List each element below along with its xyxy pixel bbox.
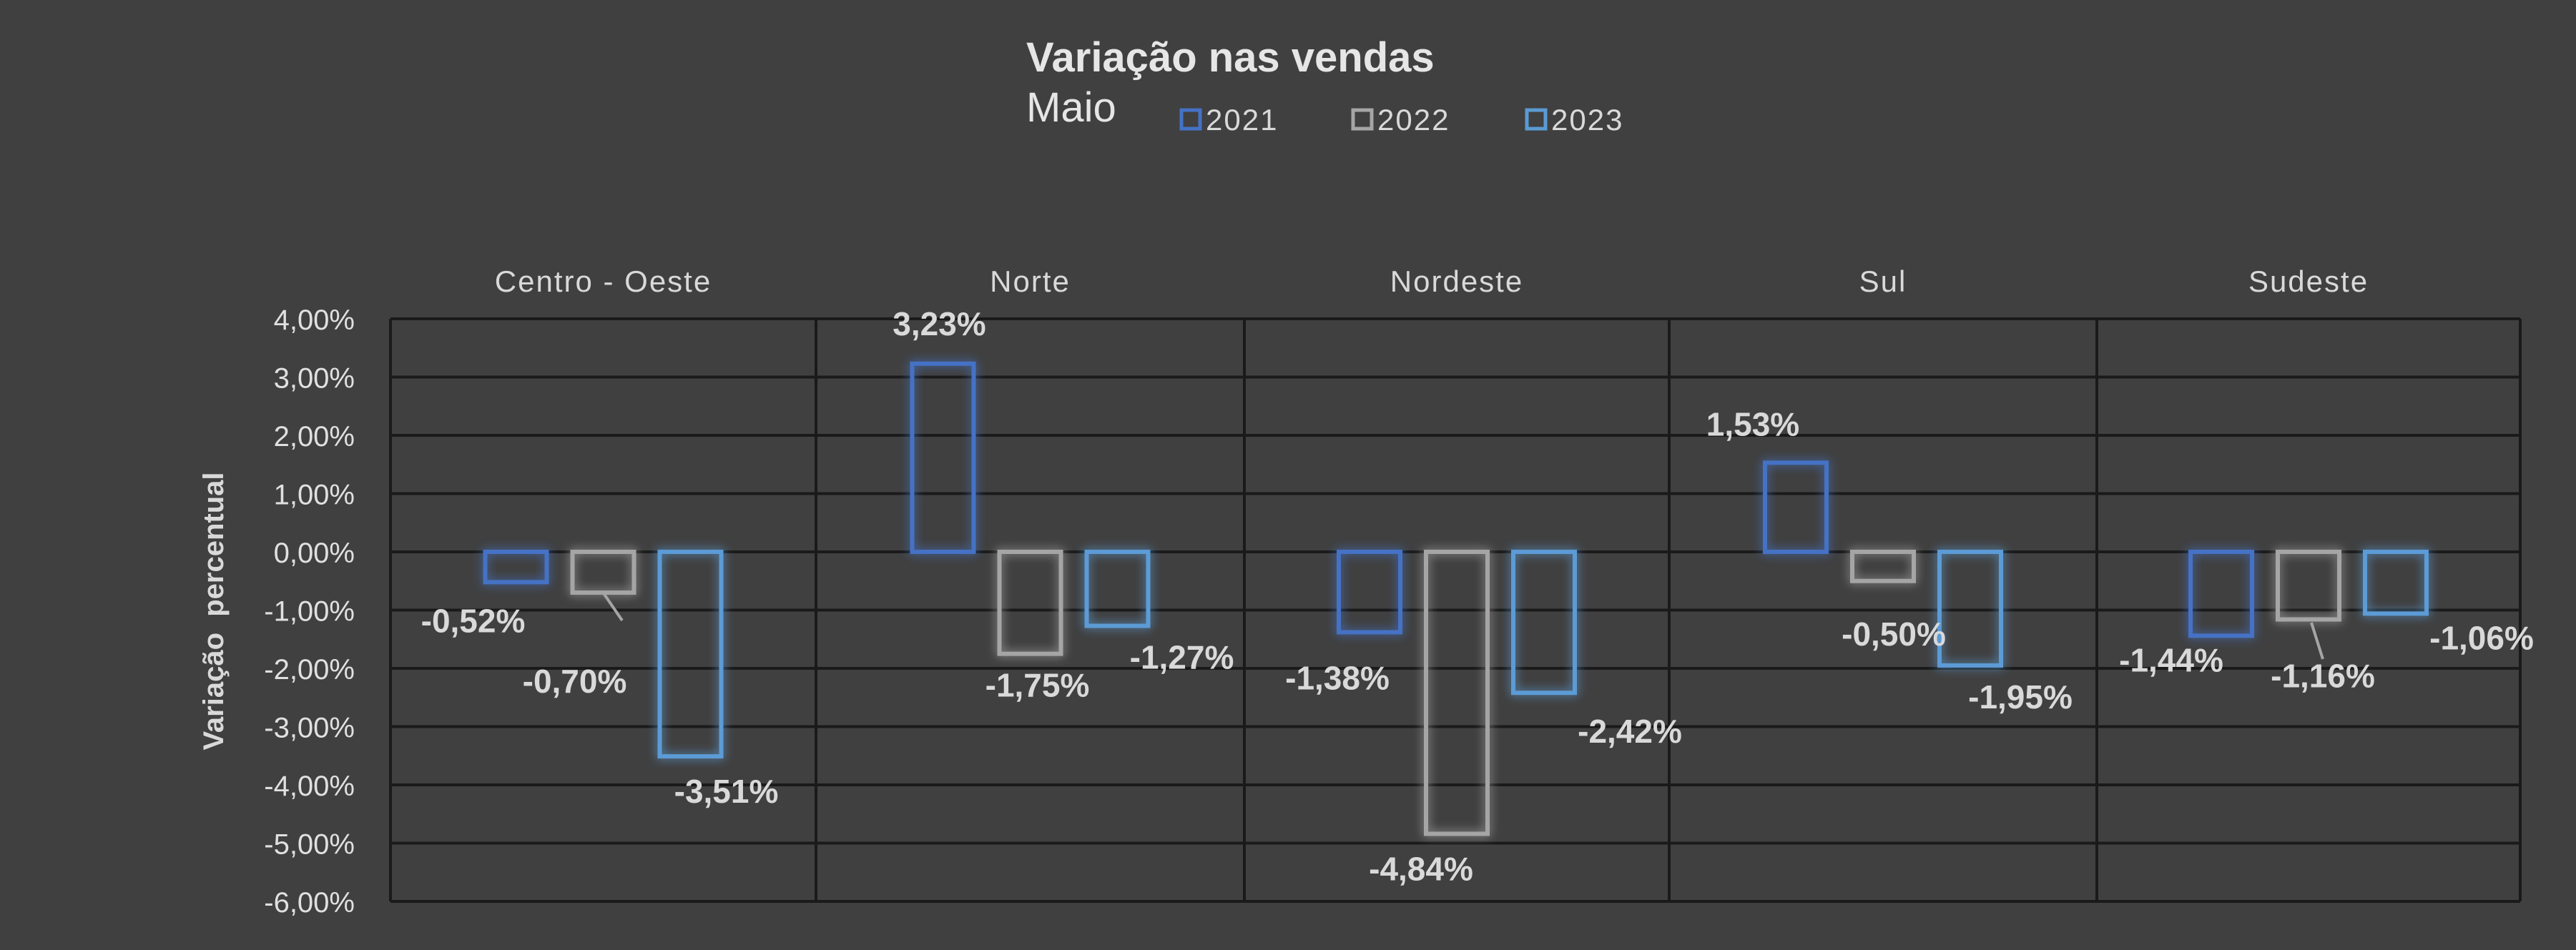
data-label: -1,06% xyxy=(2429,619,2534,656)
bar-2022 xyxy=(997,550,1063,656)
data-label: -1,27% xyxy=(1130,639,1234,676)
data-label: -4,84% xyxy=(1369,850,1473,887)
y-tick-label: 3,00% xyxy=(274,363,355,395)
chart-subtitle: Maio xyxy=(1026,84,1116,131)
data-label: -1,75% xyxy=(985,667,1090,704)
category-label: Norte xyxy=(990,264,1071,298)
bar-2023 xyxy=(657,550,724,759)
legend-swatch-2023 xyxy=(1525,108,1548,131)
leader-line xyxy=(2310,622,2324,660)
bars-layer xyxy=(483,361,2429,836)
data-label: -1,38% xyxy=(1285,659,1390,696)
labels-layer: -0,52% -0,70% -3,51% 3,23% -1,75% -1,27% -1,38… xyxy=(421,305,2534,888)
legend-label: 2023 xyxy=(1551,103,1623,137)
chart-title: Variação nas vendas xyxy=(1026,34,1435,81)
data-label: -1,95% xyxy=(1968,678,2073,716)
y-tick-label: -3,00% xyxy=(264,713,355,744)
bar-2023 xyxy=(1511,550,1577,696)
y-tick-label: -4,00% xyxy=(264,771,355,802)
bar-2021 xyxy=(2188,550,2254,638)
data-label: -2,42% xyxy=(1578,713,1682,750)
bar-2022 xyxy=(1424,550,1490,836)
grid-layer: 4,00% 3,00% 2,00% 1,00% 0,00% -1,00% -2,00% -3,… xyxy=(264,264,2522,919)
bar-2021 xyxy=(1337,550,1402,635)
category-label: Sudeste xyxy=(2248,264,2369,298)
category-label: Centro - Oeste xyxy=(495,264,712,298)
y-axis-label: Variação percentual xyxy=(198,472,230,750)
data-label: -0,50% xyxy=(1842,615,1946,653)
data-label: 3,23% xyxy=(893,305,985,342)
legend-label: 2021 xyxy=(1206,103,1278,137)
bar-2022 xyxy=(1850,550,1916,583)
data-label: -0,52% xyxy=(421,602,526,639)
y-tick-label: -2,00% xyxy=(264,654,355,686)
bar-2021 xyxy=(1763,460,1829,554)
category-label: Nordeste xyxy=(1390,264,1523,298)
data-label: -0,70% xyxy=(523,663,627,700)
data-label: -1,16% xyxy=(2271,658,2375,695)
y-tick-label: -5,00% xyxy=(264,829,355,861)
y-tick-label: -1,00% xyxy=(264,596,355,628)
data-label: -3,51% xyxy=(674,773,779,810)
bar-2023 xyxy=(2363,550,2429,616)
legend-label: 2022 xyxy=(1377,103,1450,137)
bar-2021 xyxy=(483,550,549,585)
bar-2022 xyxy=(570,550,636,595)
y-tick-label: 0,00% xyxy=(274,538,355,569)
category-label: Sul xyxy=(1859,264,1907,298)
bar-2023 xyxy=(1937,550,2003,668)
data-label: 1,53% xyxy=(1706,405,1799,442)
y-tick-label: 4,00% xyxy=(274,305,355,336)
y-tick-label: -6,00% xyxy=(264,887,355,919)
leader-line xyxy=(602,592,624,622)
legend-swatch-2022 xyxy=(1351,108,1374,131)
y-tick-label: 1,00% xyxy=(274,480,355,511)
bar-2022 xyxy=(2276,550,2341,622)
y-tick-label: 2,00% xyxy=(274,421,355,452)
legend-swatch-2021 xyxy=(1179,108,1202,131)
bar-2021 xyxy=(910,361,976,554)
bar-2023 xyxy=(1084,550,1151,628)
legend: 2021 2022 2023 xyxy=(1179,103,1623,137)
data-label: -1,44% xyxy=(2119,641,2223,678)
